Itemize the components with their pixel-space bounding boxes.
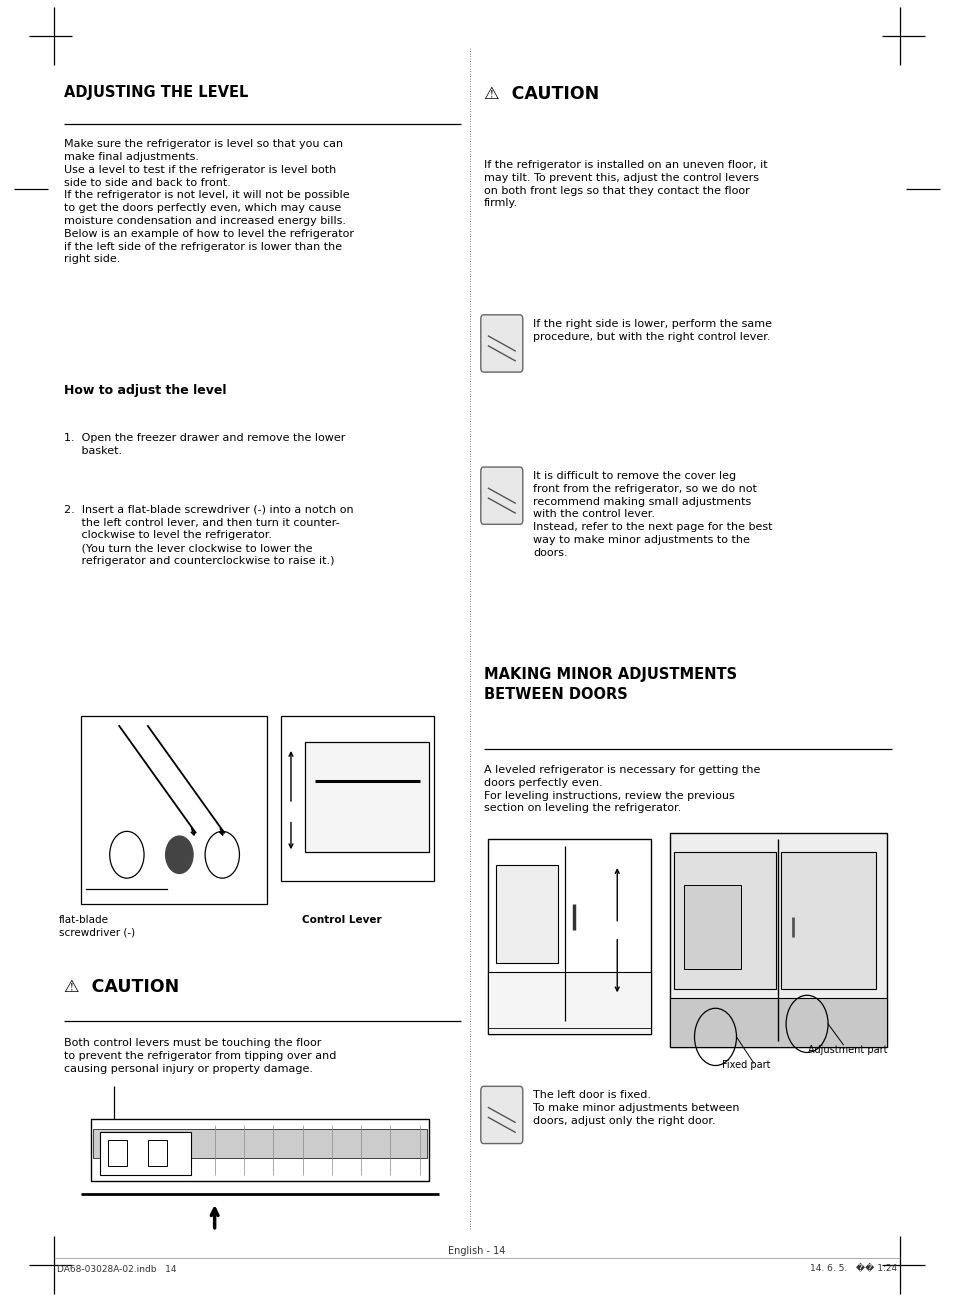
Text: How to adjust the level: How to adjust the level — [64, 384, 226, 397]
Bar — [305, 742, 429, 852]
Text: Make sure the refrigerator is level so that you can
make final adjustments.
Use : Make sure the refrigerator is level so t… — [64, 139, 354, 264]
Text: English - 14: English - 14 — [448, 1246, 505, 1257]
Text: The left door is fixed.
To make minor adjustments between
doors, adjust only the: The left door is fixed. To make minor ad… — [533, 1090, 739, 1125]
Bar — [81, 716, 267, 904]
Text: Fixed part: Fixed part — [721, 1060, 770, 1071]
Text: ADJUSTING THE LEVEL: ADJUSTING THE LEVEL — [64, 85, 248, 100]
Text: If the refrigerator is installed on an uneven floor, it
may tilt. To prevent thi: If the refrigerator is installed on an u… — [483, 160, 766, 208]
FancyBboxPatch shape — [480, 1086, 522, 1144]
Text: MAKING MINOR ADJUSTMENTS
BETWEEN DOORS: MAKING MINOR ADJUSTMENTS BETWEEN DOORS — [483, 667, 736, 701]
Text: flat-blade
screwdriver (-): flat-blade screwdriver (-) — [59, 915, 135, 938]
Bar — [669, 833, 886, 1047]
Bar — [92, 1129, 427, 1158]
Bar — [108, 1140, 127, 1166]
Text: 14. 6. 5.   �� 1:24: 14. 6. 5. �� 1:24 — [809, 1265, 896, 1274]
Bar — [683, 885, 740, 969]
Bar — [488, 972, 650, 1034]
Text: It is difficult to remove the cover leg
front from the refrigerator, so we do no: It is difficult to remove the cover leg … — [533, 471, 772, 558]
Bar — [496, 865, 558, 963]
Bar — [781, 852, 875, 989]
Bar — [148, 1140, 167, 1166]
Text: ⚠  CAUTION: ⚠ CAUTION — [64, 978, 179, 997]
Bar — [91, 1119, 429, 1181]
Bar — [488, 839, 650, 1034]
Text: DA68-03028A-02.indb   14: DA68-03028A-02.indb 14 — [57, 1265, 176, 1274]
Text: 1.  Open the freezer drawer and remove the lower
     basket.: 1. Open the freezer drawer and remove th… — [64, 433, 345, 457]
Text: A leveled refrigerator is necessary for getting the
doors perfectly even.
For le: A leveled refrigerator is necessary for … — [483, 765, 760, 813]
Text: 2.  Insert a flat-blade screwdriver (-) into a notch on
     the left control le: 2. Insert a flat-blade screwdriver (-) i… — [64, 505, 354, 566]
Circle shape — [166, 837, 193, 873]
Bar — [669, 998, 886, 1047]
Text: ⚠  CAUTION: ⚠ CAUTION — [483, 85, 598, 103]
Text: Both control levers must be touching the floor
to prevent the refrigerator from : Both control levers must be touching the… — [64, 1038, 336, 1073]
Bar — [100, 1132, 191, 1175]
Text: Adjustment part: Adjustment part — [807, 1045, 886, 1055]
FancyBboxPatch shape — [480, 467, 522, 524]
Text: If the right side is lower, perform the same
procedure, but with the right contr: If the right side is lower, perform the … — [533, 319, 772, 342]
FancyBboxPatch shape — [480, 315, 522, 372]
Bar — [674, 852, 775, 989]
Bar — [281, 716, 434, 881]
Text: Control Lever: Control Lever — [302, 915, 381, 925]
